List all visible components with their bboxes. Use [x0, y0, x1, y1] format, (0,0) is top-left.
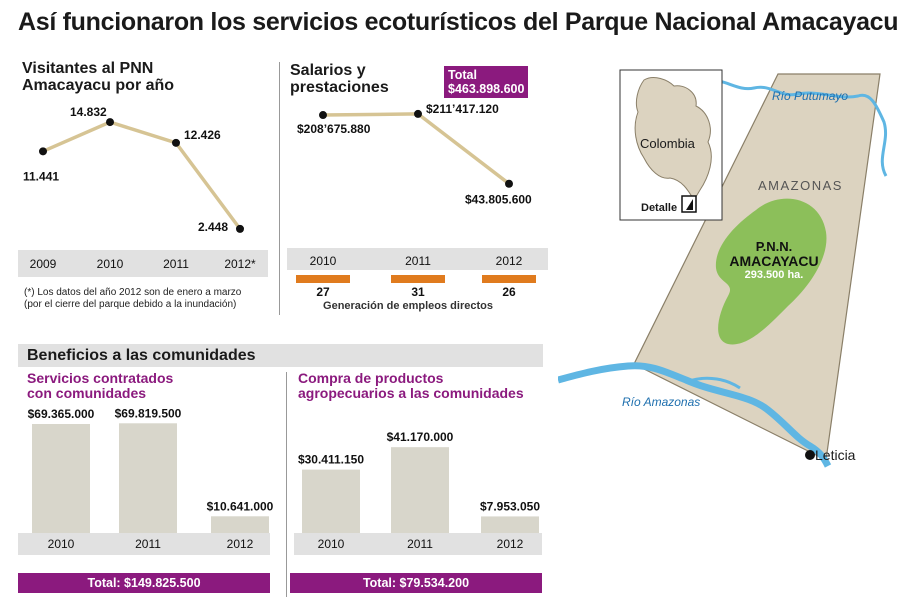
park-area [715, 198, 827, 345]
data-point [319, 111, 327, 120]
x-tick-label: 2009 [30, 257, 57, 271]
products-total: Total: $79.534.200 [290, 573, 542, 593]
salaries-total-label: Total [448, 68, 477, 82]
services-title-line1: Servicios contratados [27, 370, 174, 386]
employment-caption: Generación de empleos directos [323, 300, 493, 312]
data-point [236, 224, 244, 233]
benefits-header-bar [18, 344, 543, 367]
x-tick-label: 2012* [224, 257, 256, 271]
x-tick-label: 2011 [163, 257, 189, 271]
data-label: $208’675.880 [297, 122, 371, 136]
data-label: 12.426 [184, 128, 221, 142]
x-tick-label: 2010 [97, 257, 124, 271]
services-title: Servicios contratados con comunidades [27, 371, 173, 401]
employment-bar [391, 275, 445, 283]
salaries-title-line2: prestaciones [290, 79, 389, 96]
page-title: Así funcionaron los servicios ecoturísti… [18, 8, 899, 36]
data-point [39, 147, 47, 156]
visitors-title-line1: Visitantes al PNN [22, 60, 154, 77]
salaries-chart: $208’675.880 2010 $211’417.120 2011 $43.805.… [287, 102, 548, 312]
employment-value-label: 31 [411, 285, 425, 299]
employment-value-label: 26 [502, 285, 516, 299]
leticia-label: Leticia [815, 447, 856, 463]
putumayo-label: Río Putumayo [772, 89, 849, 103]
data-label: 14.832 [70, 105, 107, 119]
x-axis-band [294, 533, 542, 555]
x-axis-band [18, 533, 270, 555]
products-title-line2: agropecuarios a las comunidades [298, 385, 524, 401]
amazon-label: Río Amazonas [622, 395, 701, 409]
amazon-river-branch [685, 376, 741, 390]
x-tick-label: 2011 [407, 537, 433, 551]
amacayacu-map [558, 69, 888, 468]
park-label-line1: P.N.N. [755, 239, 793, 254]
visitors-note: (*) Los datos del año 2012 son de enero … [24, 287, 241, 311]
benefits-title: Beneficios a las comunidades [27, 347, 256, 364]
visitors-note-line2: (por el cierre del parque debido a la in… [24, 299, 237, 310]
detail-label: Detalle [641, 202, 678, 214]
x-tick-label: 2010 [310, 254, 337, 268]
bar [211, 516, 269, 533]
salaries-title-line1: Salarios y [290, 62, 366, 79]
park-label: P.N.N. AMACAYACU 293.500 ha. [726, 240, 822, 282]
x-tick-label: 2012 [497, 537, 524, 551]
products-title: Compra de productos agropecuarios a las … [298, 371, 524, 401]
detail-marker [686, 199, 693, 210]
services-chart: $69.365.000 2010 $69.819.500 2011 $10.641.00… [18, 406, 274, 555]
amazon-river [558, 362, 832, 468]
x-axis-band [287, 248, 548, 270]
bar [302, 469, 360, 533]
visitors-series-line [42, 120, 242, 230]
data-label: $43.805.600 [465, 193, 532, 207]
employment-value-label: 27 [316, 285, 330, 299]
x-tick-label: 2012 [496, 254, 523, 268]
x-tick-label: 2010 [318, 537, 345, 551]
data-label: 11.441 [23, 169, 59, 183]
visitors-title: Visitantes al PNN Amacayacu por año [22, 60, 174, 94]
bar [119, 423, 177, 533]
x-axis-band [18, 250, 268, 277]
x-tick-label: 2012 [227, 537, 254, 551]
data-label: 2.448 [198, 220, 228, 234]
bar-value-label: $69.819.500 [115, 406, 182, 420]
park-label-line2: AMACAYACU [729, 253, 819, 269]
data-point [172, 138, 180, 147]
bar-value-label: $10.641.000 [207, 499, 274, 513]
park-area-label: 293.500 ha. [744, 269, 804, 281]
divider [279, 62, 280, 315]
salaries-total-badge: Total $463.898.600 [444, 66, 529, 98]
x-tick-label: 2011 [135, 537, 161, 551]
bar-value-label: $41.170.000 [387, 430, 454, 444]
bar-value-label: $7.953.050 [480, 499, 540, 513]
employment-bar [482, 275, 536, 283]
bar [32, 423, 90, 533]
data-point [505, 179, 513, 188]
employment-bar [296, 275, 350, 283]
salaries-total-value: $463.898.600 [448, 82, 525, 96]
salaries-title: Salarios y prestaciones [290, 62, 389, 96]
visitors-note-line1: (*) Los datos del año 2012 son de enero … [24, 287, 242, 298]
bar [391, 447, 449, 533]
data-point [414, 109, 422, 118]
x-tick-label: 2011 [405, 254, 431, 268]
colombia-shape [634, 77, 712, 201]
data-point [106, 118, 114, 127]
services-total: Total: $149.825.500 [18, 573, 270, 593]
bar [481, 516, 539, 533]
services-title-line2: con comunidades [27, 385, 147, 401]
bar-value-label: $69.365.000 [28, 407, 95, 421]
products-chart: $30.411.150 2010 $41.170.000 2011 $7.953.050… [294, 430, 542, 555]
amazonas-label: AMAZONAS [758, 178, 843, 193]
putumayo-river [705, 79, 888, 177]
leticia-dot [805, 450, 815, 460]
x-tick-label: 2010 [48, 537, 75, 551]
visitors-title-line2: Amacayacu por año [22, 77, 175, 94]
products-title-line1: Compra de productos [298, 370, 444, 386]
divider [286, 372, 287, 597]
data-label: $211’417.120 [426, 102, 499, 116]
bar-value-label: $30.411.150 [298, 453, 364, 467]
colombia-label: Colombia [640, 136, 695, 151]
visitors-chart: 11.441 2009 14.832 2010 12.426 2011 2.448 2012* [18, 105, 268, 277]
